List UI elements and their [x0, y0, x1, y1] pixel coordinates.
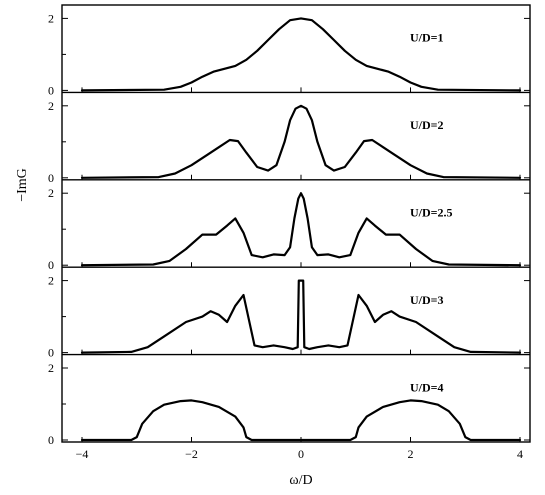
y-tick-label: 0 — [48, 433, 54, 447]
y-axis-title: −ImG — [15, 168, 30, 202]
panel-label: U/D=1 — [410, 31, 444, 45]
dos-curve — [80, 399, 522, 442]
y-tick-label: 2 — [48, 11, 54, 25]
y-tick-label: 0 — [48, 171, 54, 185]
x-tick-label: 0 — [298, 447, 304, 461]
y-tick-label: 0 — [48, 258, 54, 272]
y-tick-label: 2 — [48, 274, 54, 288]
dos-curve — [80, 192, 522, 267]
dos-curve — [80, 17, 522, 92]
y-tick-label: 0 — [48, 83, 54, 97]
y-tick-label: 2 — [48, 99, 54, 113]
x-tick-label: 4 — [517, 447, 523, 461]
x-axis-title: ω/D — [289, 473, 312, 488]
panel-label: U/D=2 — [410, 118, 444, 132]
dos-curve — [80, 279, 522, 354]
plot-frame — [61, 4, 531, 443]
x-tick-label: −4 — [76, 447, 89, 461]
x-tick-label: −2 — [185, 447, 198, 461]
x-tick-label: 2 — [408, 447, 414, 461]
y-tick-label: 2 — [48, 186, 54, 200]
dos-curve — [80, 104, 522, 179]
panel-label: U/D=2.5 — [410, 206, 453, 220]
y-tick-label: 2 — [48, 361, 54, 375]
panel-label: U/D=4 — [410, 380, 444, 394]
y-tick-label: 0 — [48, 346, 54, 360]
panel-label: U/D=3 — [410, 293, 444, 307]
